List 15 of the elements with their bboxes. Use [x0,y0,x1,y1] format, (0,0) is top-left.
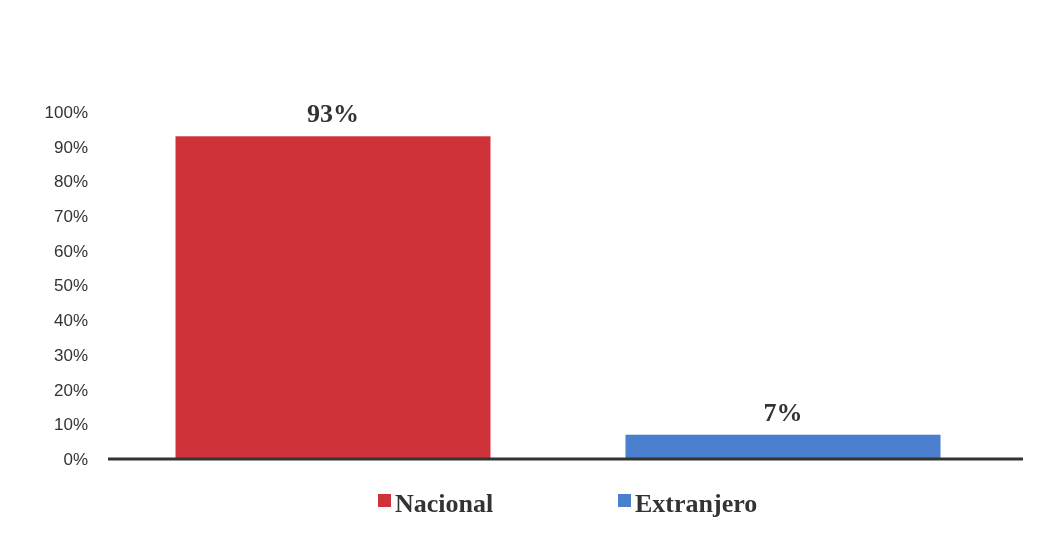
y-tick-label: 80% [53,172,88,192]
legend-label: Extranjero [635,489,758,519]
y-tick-label: 60% [53,241,88,261]
y-tick-label: 90% [53,137,88,157]
text: 93% [307,99,359,129]
y-tick-label: 50% [53,276,88,296]
y-tick-label: 70% [53,207,88,227]
y-tick-label: 10% [53,415,88,435]
y-tick-label: 30% [53,345,88,365]
y-tick-label: 0% [63,449,88,469]
y-tick-label: 100% [44,102,88,122]
y-tick-label: 20% [53,380,88,400]
y-tick-label: 40% [53,311,88,331]
text: 7% [763,397,803,427]
legend-label: Nacional [395,489,494,519]
